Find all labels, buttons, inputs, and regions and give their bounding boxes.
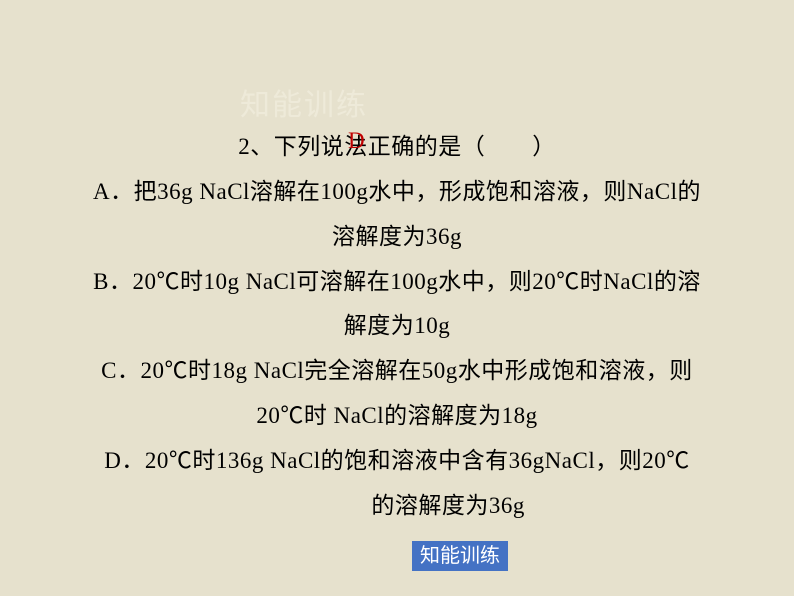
- question-body: 2、下列说法正确的是（ ） A．把36g NaCl溶解在100g水中，形成饱和溶…: [0, 125, 794, 529]
- option-d-part1: D．20℃时136g NaCl的饱和溶液中含有36gNaCl，则20℃: [104, 448, 689, 473]
- slide-container: 知能训练 2、下列说法正确的是（ ） A．把36g NaCl溶解在100g水中，…: [0, 0, 794, 596]
- option-d-part2: 的溶解度为36g: [371, 493, 525, 518]
- option-b: B．20℃时10g NaCl可溶解在100g水中，则20℃时NaCl的溶解度为1…: [0, 260, 794, 350]
- option-c: C．20℃时18g NaCl完全溶解在50g水中形成饱和溶液，则20℃时 NaC…: [0, 349, 794, 439]
- option-a: A．把36g NaCl溶解在100g水中，形成饱和溶液，则NaCl的溶解度为36…: [0, 170, 794, 260]
- faded-title: 知能训练: [240, 80, 368, 124]
- practice-button[interactable]: 知能训练: [412, 541, 508, 571]
- option-d: D．20℃时136g NaCl的饱和溶液中含有36gNaCl，则20℃ 的溶解度…: [0, 439, 794, 529]
- question-stem: 2、下列说法正确的是（ ）: [0, 125, 794, 170]
